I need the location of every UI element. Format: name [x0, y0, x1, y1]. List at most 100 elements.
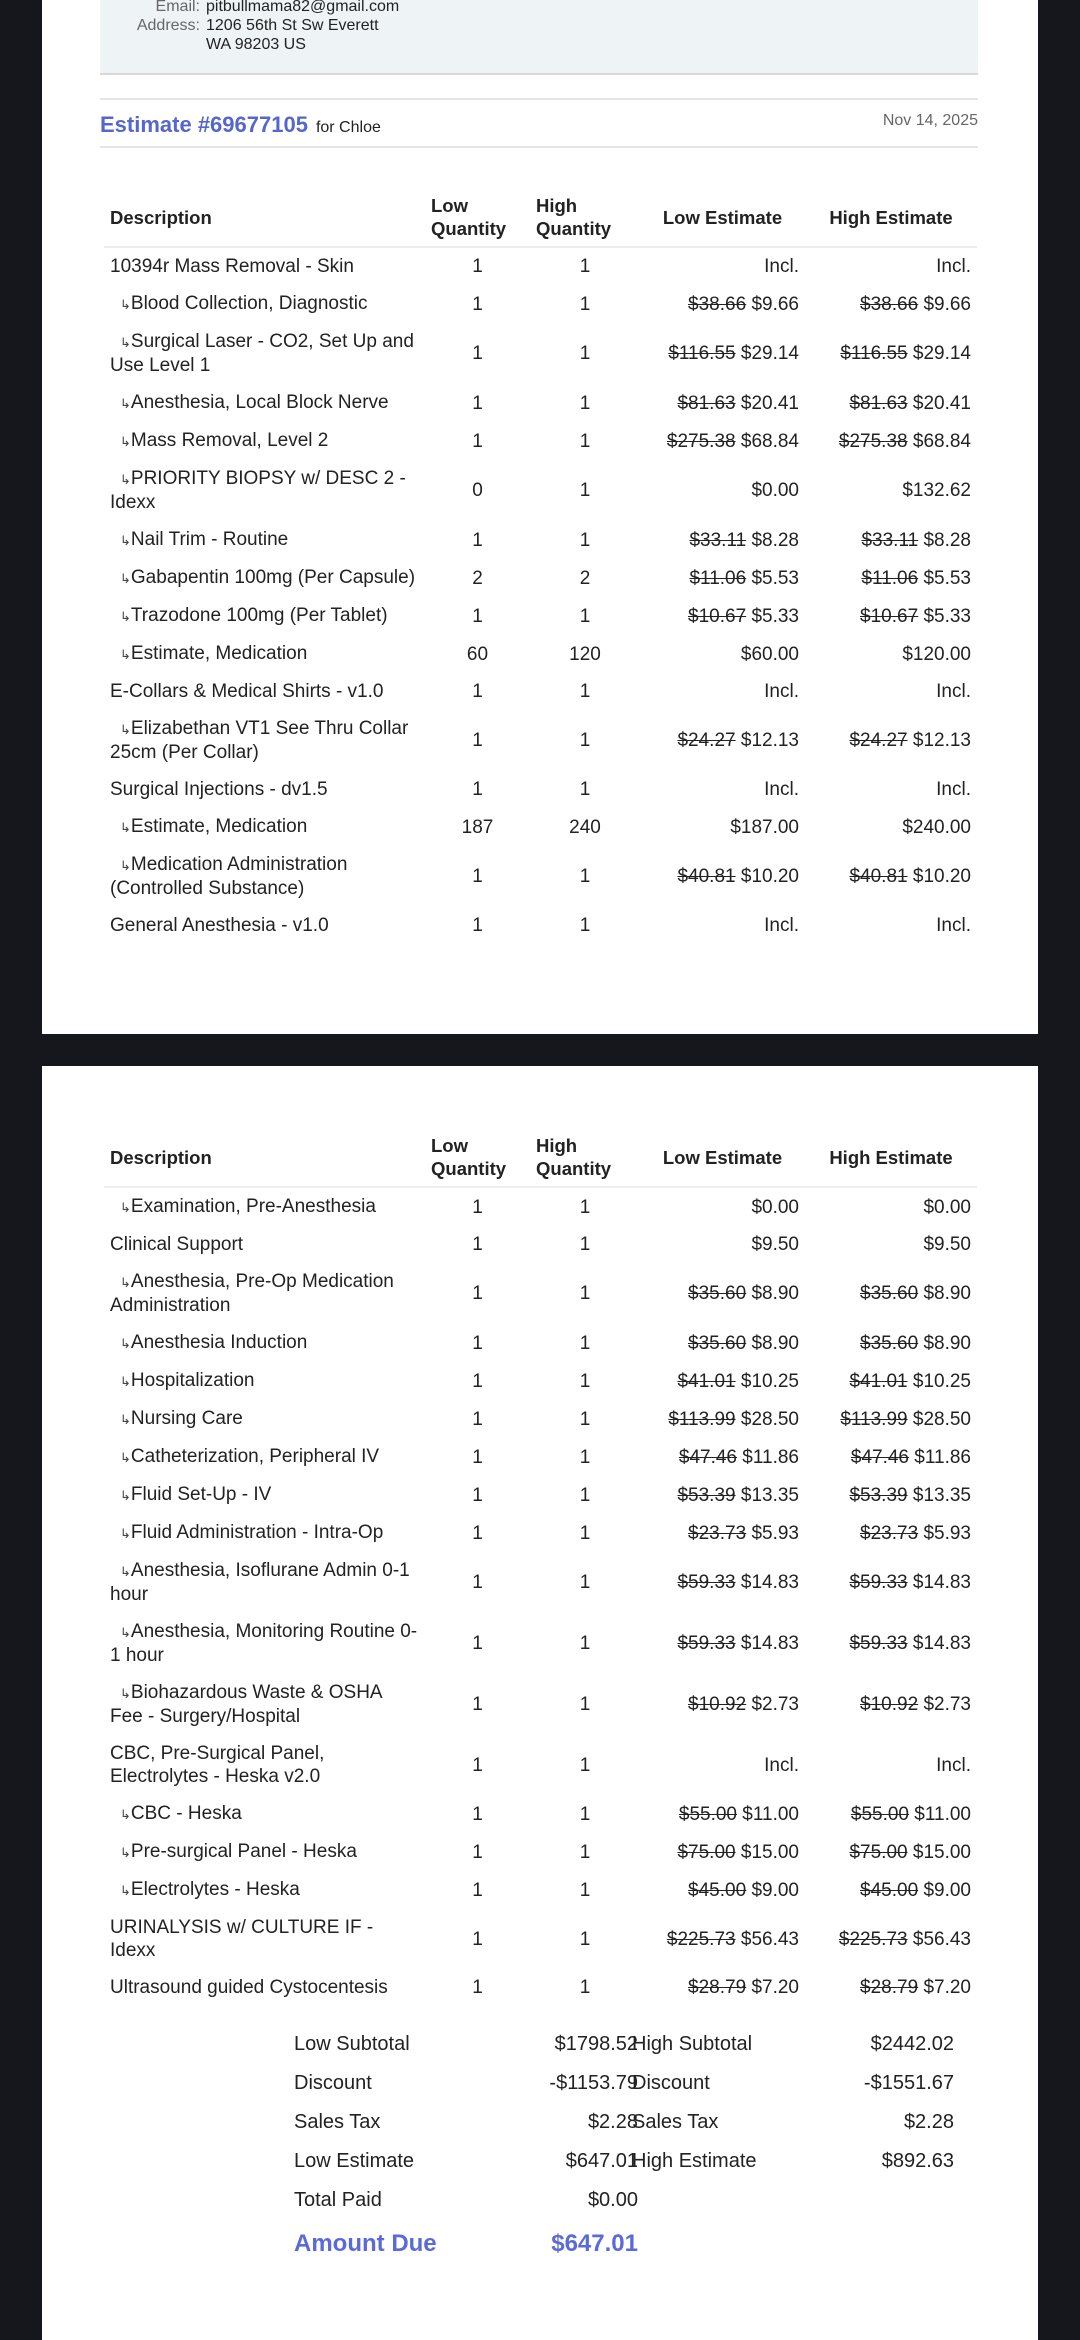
price: $68.84 — [740, 430, 799, 452]
estimate-patient: for Chloe — [315, 119, 381, 136]
item-description: Blood Collection, Diagnostic — [104, 285, 425, 323]
high-estimate: $10.92 $2.73 — [805, 1674, 977, 1735]
original-price: $10.92 — [860, 1694, 919, 1715]
description-text: Anesthesia Induction — [110, 1332, 307, 1353]
price: $10.25 — [912, 1370, 971, 1392]
table-row: Anesthesia, Monitoring Routine 0-1 hour 1… — [104, 1613, 977, 1674]
description-text: Medication Administration (Controlled Su… — [110, 854, 347, 899]
high-quantity: 2 — [579, 567, 591, 589]
description-text: Fluid Set-Up - IV — [110, 1484, 271, 1505]
original-price: $40.81 — [849, 866, 908, 887]
table-row: Fluid Administration - Intra-Op 1 1 $23.73 … — [104, 1514, 977, 1552]
original-price: $40.81 — [677, 866, 736, 887]
amount-due-value: $647.01 — [551, 2230, 638, 2257]
high-total-value: $2.28 — [903, 2111, 954, 2133]
price: $7.20 — [923, 1977, 971, 1998]
estimate-page-1: Email: pitbullmama82@gmail.com Address: … — [42, 0, 1038, 1034]
description-text: 10394r Mass Removal - Skin — [110, 256, 354, 277]
item-description: Estimate, Medication — [104, 808, 425, 846]
low-total-label: Low Estimate — [294, 2150, 415, 2172]
original-price: $24.27 — [677, 730, 736, 751]
description-text: Anesthesia, Pre-Op Medication Administra… — [110, 1271, 394, 1316]
low-estimate: $47.46 $11.86 — [640, 1438, 805, 1476]
price: $12.13 — [912, 730, 971, 751]
price: $10.20 — [740, 866, 799, 887]
item-description: Anesthesia, Pre-Op Medication Administra… — [104, 1263, 425, 1324]
description-text: Elizabethan VT1 See Thru Collar 25cm (Pe… — [110, 718, 408, 763]
item-description: General Anesthesia - v1.0 — [104, 907, 425, 944]
high-estimate: $59.33 $14.83 — [805, 1552, 977, 1613]
price: $14.83 — [912, 1572, 971, 1593]
price: $5.93 — [751, 1522, 799, 1544]
original-price: $23.73 — [860, 1522, 919, 1544]
original-price: $35.60 — [860, 1332, 919, 1354]
low-quantity: 2 — [472, 567, 483, 589]
table-row: Estimate, Medication 60 120 $60.00 $120.00 — [104, 635, 977, 673]
price: $56.43 — [912, 1928, 971, 1950]
low-estimate: $35.60 $8.90 — [640, 1263, 805, 1324]
high-estimate: $41.01 $10.25 — [805, 1362, 977, 1400]
estimate-title: Estimate #69677105 — [100, 112, 308, 137]
price: $8.28 — [923, 529, 971, 551]
low-quantity: 1 — [472, 1572, 483, 1593]
high-estimate: $9.50 — [805, 1226, 977, 1263]
item-description: Gabapentin 100mg (Per Capsule) — [104, 559, 425, 597]
low-estimate: $40.81 $10.20 — [640, 846, 805, 907]
price: $10.25 — [740, 1370, 799, 1392]
low-estimate: $45.00 $9.00 — [640, 1871, 805, 1909]
low-estimate: $59.33 $14.83 — [640, 1613, 805, 1674]
high-estimate: $24.27 $12.13 — [805, 710, 977, 771]
high-quantity: 1 — [579, 605, 591, 627]
item-description: Surgical Laser - CO2, Set Up and Use Lev… — [104, 323, 425, 384]
table-row: General Anesthesia - v1.0 1 1 Incl. Incl. — [104, 907, 977, 944]
price: $14.83 — [740, 1633, 799, 1654]
high-estimate: $47.46 $11.86 — [805, 1438, 977, 1476]
low-estimate: $59.33 $14.83 — [640, 1552, 805, 1613]
table-row: Surgical Injections - dv1.5 1 1 Incl. Incl. — [104, 771, 977, 808]
original-price: $75.00 — [849, 1841, 908, 1863]
description-text: E-Collars & Medical Shirts - v1.0 — [110, 681, 384, 702]
high-quantity: 1 — [579, 1522, 591, 1544]
description-text: Estimate, Medication — [110, 816, 307, 837]
high-quantity: 1 — [579, 1332, 591, 1354]
price: $12.13 — [740, 730, 799, 751]
table-header: Description Low Quantity High Quantity Low … — [104, 188, 977, 248]
low-estimate: $116.55 $29.14 — [640, 323, 805, 384]
item-description: Fluid Administration - Intra-Op — [104, 1514, 425, 1552]
original-price: $38.66 — [688, 293, 747, 315]
high-total-value: $892.63 — [881, 2150, 954, 2172]
low-total-label: Total Paid — [294, 2189, 382, 2211]
column-header: High Estimate — [805, 188, 977, 248]
price: $9.66 — [923, 293, 971, 315]
low-total-value: $1798.52 — [554, 2033, 638, 2055]
price: $5.53 — [751, 567, 799, 589]
original-price: $113.99 — [840, 1408, 908, 1430]
price: Incl. — [936, 256, 971, 277]
high-estimate: Incl. — [805, 247, 977, 285]
table-row: Anesthesia, Local Block Nerve 1 1 $81.63 $2… — [104, 384, 977, 422]
item-description: E-Collars & Medical Shirts - v1.0 — [104, 673, 425, 710]
original-price: $116.55 — [668, 343, 736, 364]
low-quantity: 1 — [472, 605, 483, 627]
table-row: E-Collars & Medical Shirts - v1.0 1 1 Incl.… — [104, 673, 977, 710]
low-estimate: Incl. — [640, 1735, 805, 1795]
price: $187.00 — [730, 816, 799, 838]
high-quantity: 1 — [579, 1370, 591, 1392]
original-price: $11.06 — [689, 567, 747, 589]
price: Incl. — [764, 256, 799, 277]
low-quantity: 1 — [472, 293, 483, 315]
original-price: $53.39 — [677, 1484, 736, 1506]
low-total-value: $647.01 — [565, 2150, 638, 2172]
description-text: Electrolytes - Heska — [110, 1879, 300, 1900]
description-text: General Anesthesia - v1.0 — [110, 915, 329, 936]
low-estimate: $275.38 $68.84 — [640, 422, 805, 460]
high-estimate: $40.81 $10.20 — [805, 846, 977, 907]
description-text: Nail Trim - Routine — [110, 529, 288, 550]
low-estimate: $10.67 $5.33 — [640, 597, 805, 635]
table-row: Catheterization, Peripheral IV 1 1 $47.46 $… — [104, 1438, 977, 1476]
low-quantity: 1 — [472, 430, 483, 452]
high-quantity: 1 — [579, 430, 591, 452]
low-estimate: $60.00 — [640, 635, 805, 673]
